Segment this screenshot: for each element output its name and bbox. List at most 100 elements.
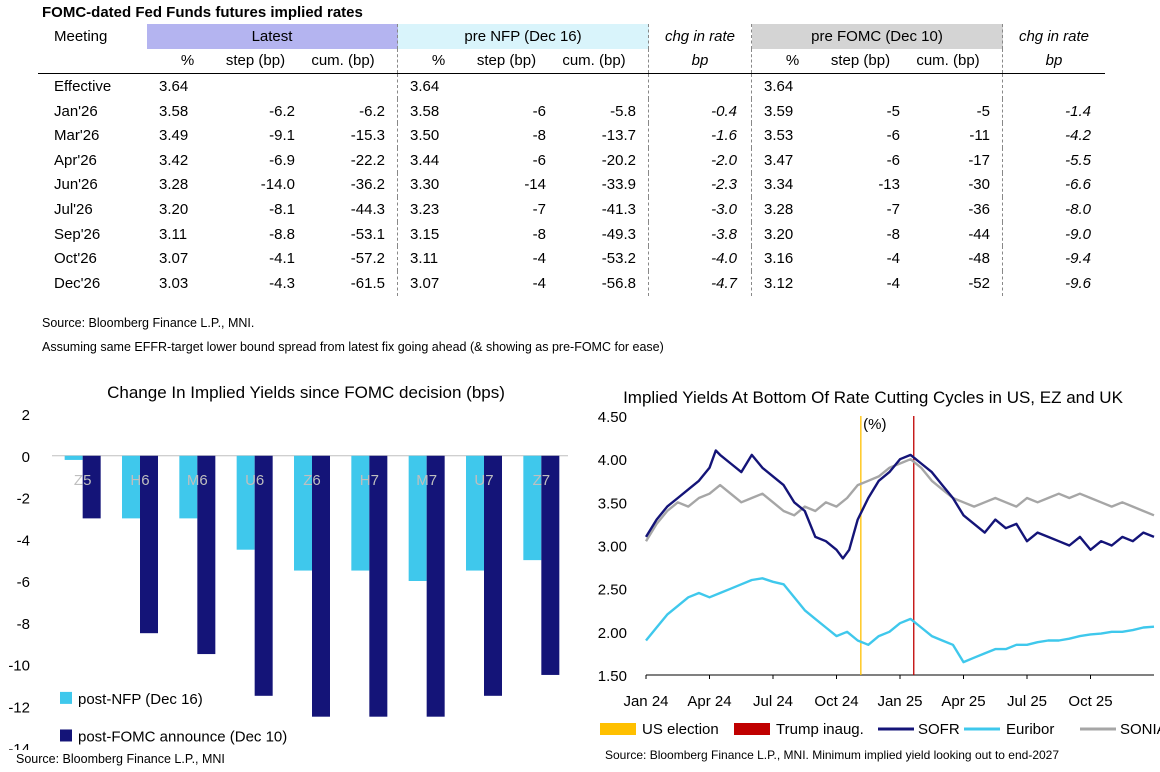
cell-n-pct: 3.15 xyxy=(410,225,440,243)
cell-f-step: -6 xyxy=(886,151,900,169)
cell-f-step: -8 xyxy=(886,225,900,243)
cell-chg2: -4.2 xyxy=(1065,127,1091,145)
cell-f-step: -13 xyxy=(878,176,900,194)
cell-l-pct: 3.42 xyxy=(159,151,189,169)
cell-chg1: -4.7 xyxy=(648,270,752,296)
cell-l-step: -6.2 xyxy=(269,102,295,120)
cell-n-step: -6 xyxy=(532,102,546,120)
cell-n-pct: 3.58 xyxy=(410,102,440,120)
bar-x-tick-label: H7 xyxy=(360,472,379,489)
cell-n-step: -6 xyxy=(532,151,546,169)
bar-post-nfp xyxy=(466,455,484,571)
table-source: Source: Bloomberg Finance L.P., MNI. xyxy=(42,316,255,330)
bar-post-fomc xyxy=(484,455,502,696)
bar-y-tick-label: -4 xyxy=(17,532,30,549)
cell-n-step: -4 xyxy=(532,274,546,292)
series-line-euribor xyxy=(645,577,1155,664)
legend-label-sonia: SONIA xyxy=(1120,721,1160,738)
line-chart-title: Implied Yields At Bottom Of Rate Cutting… xyxy=(623,388,1123,407)
cell-f-pct: 3.20 xyxy=(764,225,794,243)
cell-n-step: -8 xyxy=(532,225,546,243)
cell-meeting: Jun'26 xyxy=(54,176,98,194)
cell-n-pct: 3.64 xyxy=(410,77,440,95)
cell-meeting: Sep'26 xyxy=(54,225,101,243)
line-chart: Implied Yields At Bottom Of Rate Cutting… xyxy=(598,388,1160,738)
table-note: Assuming same EFFR-target lower bound sp… xyxy=(42,340,664,354)
table-row: Oct'26 3.07 -4.1 -57.2 3.11 -4 -53.2 -4.0 3.16 -4… xyxy=(38,246,1105,271)
cell-n-pct: 3.44 xyxy=(410,151,440,169)
cell-meeting: Apr'26 xyxy=(54,151,97,169)
table-row: Dec'26 3.03 -4.3 -61.5 3.07 -4 -56.8 -4.7 3.12 -4… xyxy=(38,270,1105,296)
bar-post-nfp xyxy=(179,455,198,519)
cell-n-cum: -49.3 xyxy=(552,221,649,247)
bar-post-fomc xyxy=(541,455,560,675)
bar-y-tick-label: 2 xyxy=(22,407,30,424)
table-body: Effective 3.64 3.64 3.64 Jan'26 3.58 -6.2 -6.2 3… xyxy=(38,73,1105,296)
cell-l-cum xyxy=(301,73,398,99)
bar-x-tick-label: U6 xyxy=(245,472,264,489)
header-pre-nfp: pre NFP (Dec 16) xyxy=(397,24,649,49)
cell-l-step: -8.8 xyxy=(269,225,295,243)
cell-n-cum: -56.8 xyxy=(552,270,649,296)
bar-x-tick-label: M6 xyxy=(187,472,208,489)
cell-f-cum: -52 xyxy=(906,270,1003,296)
bar-post-fomc xyxy=(312,455,330,717)
bar-y-tick-label: 0 xyxy=(22,449,30,466)
cell-chg1: -2.0 xyxy=(648,147,752,173)
bar-post-nfp xyxy=(122,455,140,519)
cell-f-pct: 3.53 xyxy=(764,127,794,145)
cell-f-pct: 3.12 xyxy=(764,274,794,292)
cell-n-cum: -5.8 xyxy=(552,98,649,124)
sub-header-cum: cum. (bp) xyxy=(906,48,1003,75)
cell-f-cum: -11 xyxy=(906,123,1003,148)
cell-n-step xyxy=(467,74,552,99)
line-x-tick-label: Oct 24 xyxy=(814,693,858,710)
cell-l-pct: 3.03 xyxy=(159,274,189,292)
cell-l-step xyxy=(216,74,301,99)
sub-header-step: step (bp) xyxy=(216,48,301,75)
line-unit-label: (%) xyxy=(863,416,886,433)
cell-n-step: -8 xyxy=(532,127,546,145)
cell-n-pct: 3.11 xyxy=(410,250,439,268)
cell-meeting: Jan'26 xyxy=(54,102,98,120)
cell-l-step: -6.9 xyxy=(269,151,295,169)
cell-n-pct: 3.50 xyxy=(410,127,440,145)
cell-f-step: -7 xyxy=(886,200,900,218)
cell-l-cum: -44.3 xyxy=(301,197,398,222)
bar-y-tick-label: -14 xyxy=(8,741,30,750)
cell-chg1: -4.0 xyxy=(648,246,752,271)
bar-post-fomc xyxy=(82,455,101,519)
cell-n-pct: 3.23 xyxy=(410,200,440,218)
cell-n-step: -7 xyxy=(532,200,546,218)
cell-l-cum: -15.3 xyxy=(301,123,398,148)
rates-table-panel: FOMC-dated Fed Funds futures implied rat… xyxy=(0,0,1160,360)
sub-header-bp: bp xyxy=(1002,48,1105,75)
line-x-tick-label: Jan 24 xyxy=(623,693,668,710)
cell-chg1: -0.4 xyxy=(648,98,752,124)
legend-swatch-post-nfp xyxy=(60,691,72,704)
cell-chg2: -9.0 xyxy=(1065,225,1091,243)
cell-l-pct: 3.64 xyxy=(159,77,189,95)
sub-header-blank xyxy=(38,48,147,75)
bar-x-tick-label: H6 xyxy=(130,472,149,489)
cell-chg2: -9.6 xyxy=(1065,274,1091,292)
cell-n-step: -14 xyxy=(524,176,546,194)
table-title: FOMC-dated Fed Funds futures implied rat… xyxy=(42,4,363,21)
cell-n-pct: 3.30 xyxy=(410,176,440,194)
cell-f-step: -5 xyxy=(886,102,900,120)
sub-header-cum: cum. (bp) xyxy=(552,48,649,75)
bar-post-fomc xyxy=(140,455,158,634)
bar-post-nfp xyxy=(294,455,312,571)
bar-post-fomc xyxy=(197,455,216,655)
cell-l-pct: 3.58 xyxy=(159,102,189,120)
line-y-tick-label: 2.00 xyxy=(598,625,627,642)
cell-f-step: -4 xyxy=(886,250,900,268)
series-line-sonia xyxy=(644,457,1155,542)
cell-l-cum: -57.2 xyxy=(301,246,398,271)
cell-l-pct: 3.20 xyxy=(159,200,189,218)
cell-chg1 xyxy=(648,73,752,99)
bar-y-tick-label: -2 xyxy=(17,491,30,508)
table-row: Jul'26 3.20 -8.1 -44.3 3.23 -7 -41.3 -3.0 3.28 -7… xyxy=(38,197,1105,222)
table-row: Effective 3.64 3.64 3.64 xyxy=(38,73,1105,99)
line-y-tick-label: 3.00 xyxy=(598,539,627,556)
